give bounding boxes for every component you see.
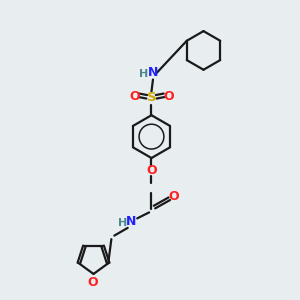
Text: H: H [118,218,127,228]
Text: S: S [147,92,156,104]
Text: O: O [146,164,157,177]
Text: N: N [125,215,136,228]
Text: O: O [87,276,98,289]
Text: O: O [168,190,179,203]
Text: N: N [148,66,158,79]
Text: O: O [129,90,140,103]
Text: O: O [164,90,174,103]
Text: H: H [139,69,148,79]
